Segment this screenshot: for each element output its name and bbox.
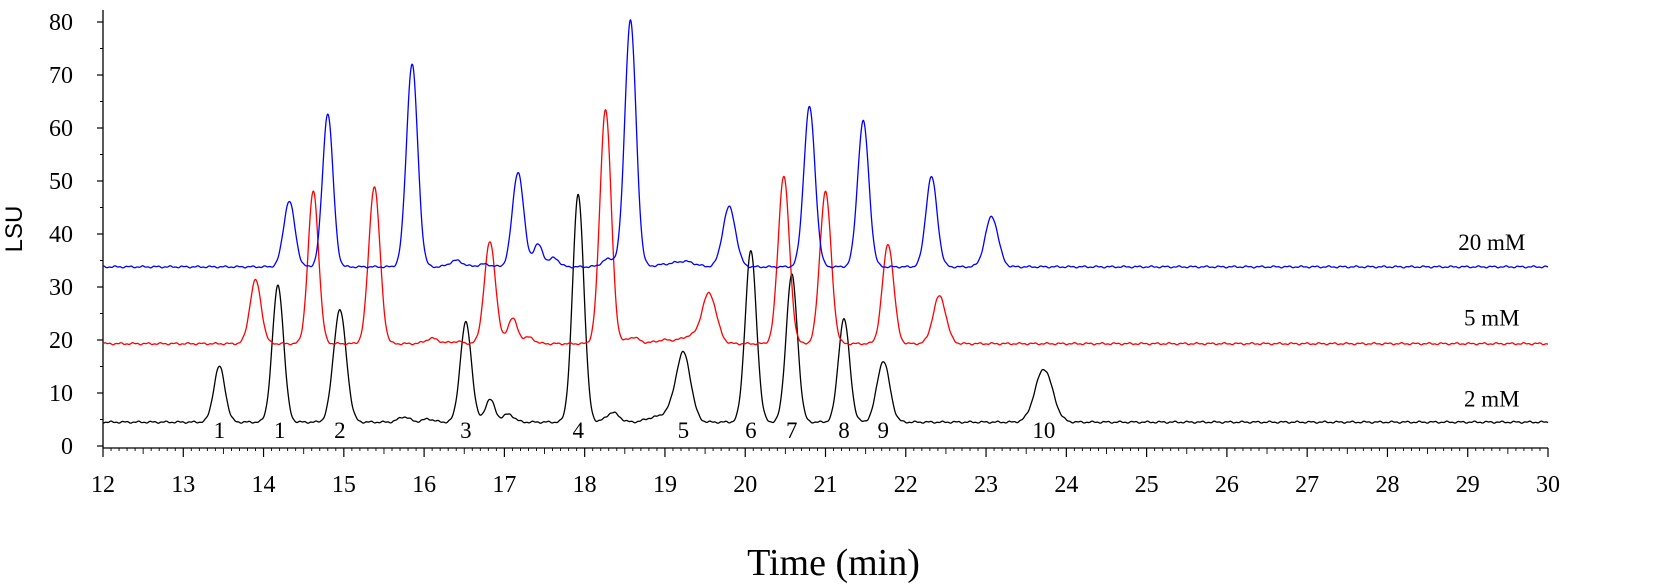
y-axis-ticks: 0 10 20 30 40 50 60 70 80 (49, 10, 103, 460)
peak-number-label: 4 (572, 418, 584, 443)
x-tick-label: 20 (733, 472, 757, 498)
x-tick-label: 12 (91, 472, 115, 498)
peak-number-label: 6 (745, 418, 757, 443)
peak-number-label: 7 (786, 418, 798, 443)
x-tick-label: 24 (1054, 472, 1078, 498)
x-tick-label: 27 (1295, 472, 1319, 498)
x-tick-label: 15 (332, 472, 356, 498)
series-line-2-mm (102, 193, 1549, 424)
peak-number-label: 1 (214, 418, 226, 443)
y-axis-title: LSU (1, 206, 28, 253)
x-axis-title: Time (min) (747, 542, 920, 584)
x-tick-label: 22 (894, 472, 918, 498)
x-tick-label: 13 (171, 472, 195, 498)
x-tick-label: 19 (653, 472, 677, 498)
y-tick-label: 40 (49, 222, 73, 248)
series-label: 2 mM (1464, 386, 1520, 411)
series-label: 5 mM (1464, 306, 1520, 331)
y-tick-label: 20 (49, 328, 73, 354)
peak-number-label: 1 (274, 418, 286, 443)
series-lines (102, 19, 1549, 424)
x-tick-label: 26 (1215, 472, 1239, 498)
y-tick-label: 30 (49, 275, 73, 301)
peak-number-label: 2 (334, 418, 346, 443)
y-tick-label: 80 (49, 10, 73, 36)
x-tick-label: 16 (412, 472, 436, 498)
x-tick-label: 21 (814, 472, 838, 498)
x-tick-label: 25 (1135, 472, 1159, 498)
peak-number-label: 9 (878, 418, 890, 443)
peak-labels: 1 1 2 3 4 5 6 7 8 9 10 (214, 418, 1056, 443)
y-tick-label: 60 (49, 116, 73, 142)
y-tick-label: 0 (61, 434, 73, 460)
peak-number-label: 10 (1032, 418, 1055, 443)
y-tick-label: 70 (49, 63, 73, 89)
y-tick-label: 10 (49, 381, 73, 407)
peak-number-label: 5 (678, 418, 690, 443)
series-labels: 20 mM 5 mM 2 mM (1458, 230, 1525, 411)
series-line-20-mm (102, 19, 1549, 269)
x-tick-label: 29 (1456, 472, 1480, 498)
peak-number-label: 3 (460, 418, 472, 443)
series-line-5-mm (102, 109, 1549, 346)
x-axis-ticks: 12 13 14 15 16 17 18 19 20 21 22 23 24 25 26 27 28 29 30 (91, 448, 1560, 498)
x-tick-label: 14 (252, 472, 276, 498)
x-tick-label: 18 (573, 472, 597, 498)
x-tick-label: 23 (974, 472, 998, 498)
series-label: 20 mM (1458, 230, 1525, 255)
x-tick-label: 28 (1375, 472, 1399, 498)
axes (102, 10, 1548, 449)
x-tick-label: 30 (1536, 472, 1560, 498)
y-tick-label: 50 (49, 169, 73, 195)
peak-number-label: 8 (838, 418, 850, 443)
x-tick-label: 17 (492, 472, 516, 498)
